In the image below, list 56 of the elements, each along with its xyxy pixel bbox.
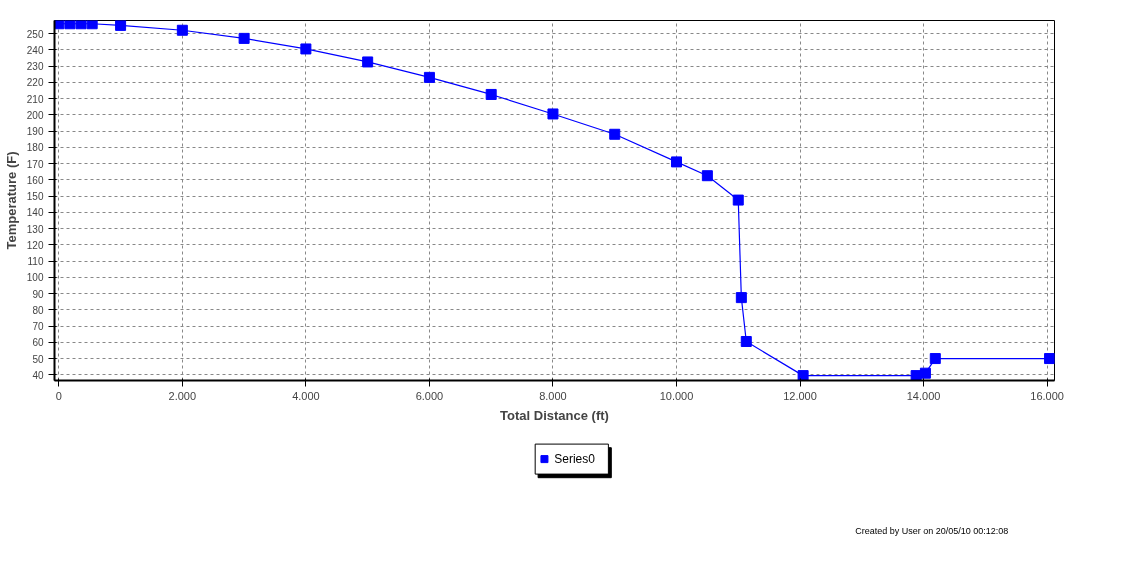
y-tick-label: 110: [27, 256, 44, 268]
y-tick-label: 230: [26, 61, 44, 73]
x-tick-label: 16.000: [1030, 389, 1064, 402]
point: [670, 156, 682, 168]
x-tick-label: 8.000: [539, 389, 567, 402]
y-tick-label: 240: [26, 44, 44, 56]
x-tick-label: 10.000: [659, 389, 694, 402]
x-tick-label: 4.000: [292, 389, 320, 402]
point: [740, 335, 752, 347]
point: [735, 292, 747, 304]
y-tick-label: 150: [26, 191, 44, 203]
point: [64, 20, 76, 30]
x-tick-label: 2.000: [168, 389, 197, 402]
point: [929, 353, 941, 365]
point: [797, 370, 809, 381]
y-tick-label: 60: [32, 337, 44, 349]
point: [919, 367, 931, 379]
x-tick-label: 6.000: [415, 389, 444, 402]
point: [115, 20, 127, 31]
y-tick-label: 120: [26, 239, 44, 251]
y-tick-label: 160: [26, 174, 44, 186]
point: [547, 108, 559, 120]
x-axis-title: Total Distance (ft): [500, 407, 609, 423]
y-axis-title: Temperature (F): [3, 151, 19, 250]
y-tick-label: 140: [26, 207, 44, 219]
point: [86, 20, 98, 30]
y-tick-label: 90: [32, 288, 44, 300]
point: [701, 170, 713, 182]
point: [362, 56, 374, 68]
point: [732, 194, 744, 206]
point: [238, 32, 250, 44]
text: Created by User on 20/05/10 00:12:08: [855, 526, 1009, 537]
point: [176, 24, 188, 36]
point: [300, 43, 312, 55]
y-tick-label: 180: [26, 142, 44, 154]
y-tick-label: 210: [26, 93, 44, 105]
y-tick-label: 130: [26, 223, 44, 235]
y-tick-label: 50: [32, 353, 44, 365]
x-tick-label: 12.000: [783, 389, 817, 402]
y-tick-label: 190: [26, 126, 44, 138]
y-tick-label: 40: [32, 369, 44, 381]
y-tick-label: 100: [26, 272, 44, 284]
legend-label: Series0: [554, 452, 596, 467]
x-tick-label: 0: [55, 389, 62, 402]
point: [423, 71, 435, 83]
point: [485, 88, 497, 100]
point: [1044, 353, 1055, 365]
y-tick-label: 170: [26, 158, 44, 170]
y-tick-label: 220: [26, 77, 44, 89]
y-tick-label: 200: [26, 109, 44, 121]
y-tick-label: 80: [32, 304, 44, 316]
point: [75, 20, 87, 30]
y-tick-label: 70: [32, 321, 44, 333]
y-tick-label: 250: [26, 28, 44, 40]
x-tick-label: 14.000: [906, 389, 941, 402]
point: [609, 128, 621, 140]
